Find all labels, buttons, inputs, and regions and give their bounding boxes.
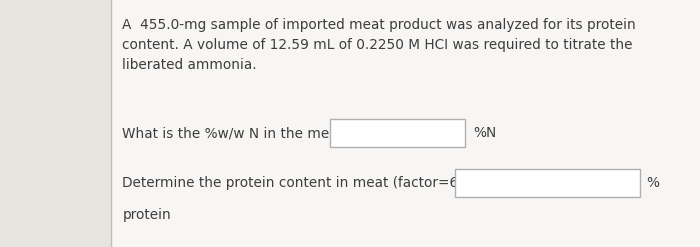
Text: What is the %w/w N in the meat?: What is the %w/w N in the meat?	[122, 126, 351, 140]
Text: %: %	[646, 176, 659, 190]
Bar	[111, 0, 700, 247]
Text: Determine the protein content in meat (factor=6.25): Determine the protein content in meat (f…	[122, 176, 486, 190]
Bar	[455, 169, 640, 197]
Text: content. A volume of 12.59 mL of 0.2250 M HCI was required to titrate the: content. A volume of 12.59 mL of 0.2250 …	[122, 38, 633, 52]
Text: liberated ammonia.: liberated ammonia.	[122, 58, 257, 72]
Text: %N: %N	[473, 126, 496, 140]
Text: protein: protein	[122, 208, 172, 222]
Bar	[330, 119, 465, 147]
Text: A  455.0-mg sample of imported meat product was analyzed for its protein: A 455.0-mg sample of imported meat produ…	[122, 18, 636, 32]
